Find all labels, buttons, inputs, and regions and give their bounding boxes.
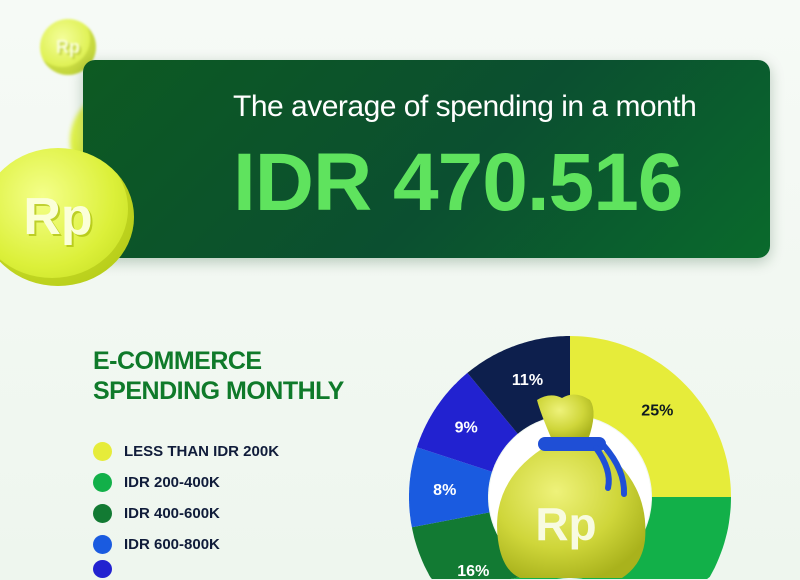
legend-item [93, 560, 279, 578]
coin-large: Rp [0, 148, 134, 286]
slice-label: 9% [455, 419, 478, 436]
legend-swatch [93, 442, 112, 461]
average-spending-banner: The average of spending in a month IDR 4… [83, 60, 770, 258]
legend-label: LESS THAN IDR 200K [124, 443, 280, 460]
legend-label: IDR 600-800K [124, 536, 220, 553]
banner-subtitle: The average of spending in a month [233, 90, 697, 123]
legend-swatch [93, 504, 112, 523]
legend-label: IDR 400-600K [124, 505, 220, 522]
donut-slice [416, 372, 518, 472]
legend-item: IDR 600-800K [93, 529, 279, 560]
donut-slice [510, 497, 731, 579]
donut-slice [409, 447, 492, 528]
money-bag-icon [497, 394, 646, 578]
coin-small: Rp [40, 19, 96, 75]
average-amount: IDR 470.516 [233, 137, 683, 228]
chart-title-line: E-COMMERCE [93, 347, 262, 375]
chart-legend: LESS THAN IDR 200K IDR 200-400K IDR 400-60… [93, 436, 279, 578]
center-symbol: Rp [535, 498, 596, 550]
slice-label: 8% [433, 482, 456, 499]
chart-title: E-COMMERCE SPENDING MONTHLY [93, 346, 344, 406]
legend-item: IDR 400-600K [93, 498, 279, 529]
coin-symbol: Rp [23, 188, 93, 246]
coin-symbol: Rp [56, 36, 80, 57]
slice-label: 11% [512, 372, 543, 389]
slice-label: 25% [641, 403, 673, 420]
donut-slice [570, 336, 731, 497]
legend-item: IDR 200-400K [93, 467, 279, 498]
slice-label: 16% [457, 563, 489, 580]
chart-title-line: SPENDING MONTHLY [93, 377, 344, 405]
legend-label: IDR 200-400K [124, 474, 220, 491]
legend-swatch [93, 560, 112, 578]
legend-swatch [93, 535, 112, 554]
legend-swatch [93, 473, 112, 492]
legend-item: LESS THAN IDR 200K [93, 436, 279, 467]
